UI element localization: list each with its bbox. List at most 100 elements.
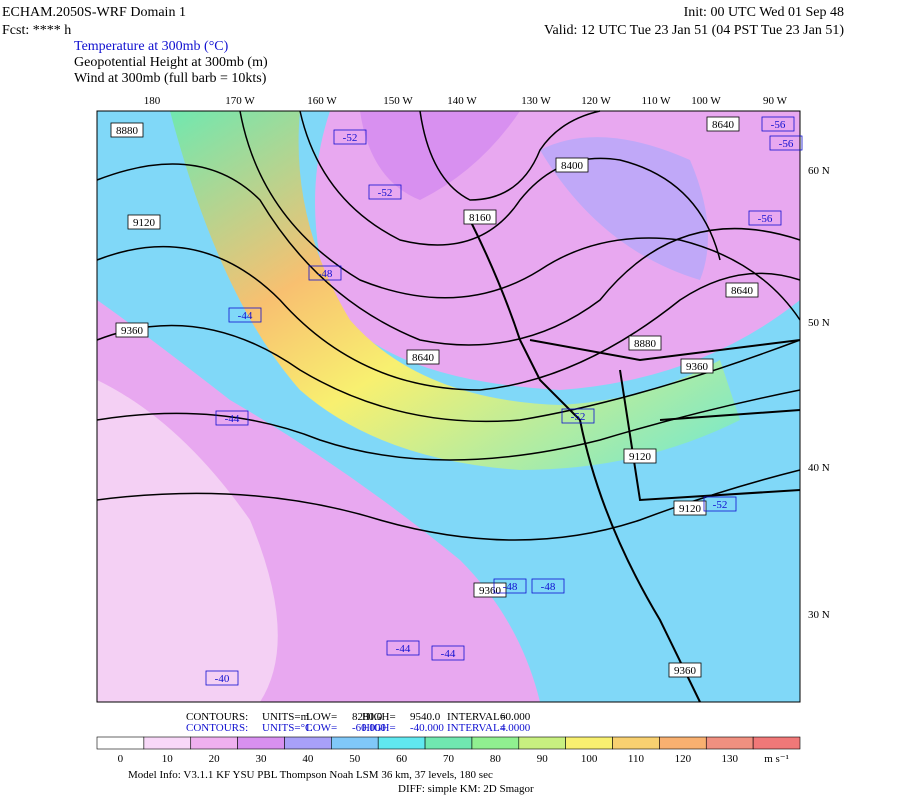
longitude-label: 170 W — [225, 95, 255, 107]
colorbar-swatch — [424, 736, 473, 750]
contour-info: CONTOURS: — [186, 711, 248, 723]
colorbar-tick-label: 120 — [675, 753, 692, 765]
contour-label-box — [493, 578, 527, 594]
init-time: Init: 00 UTC Wed 01 Sep 48 — [684, 5, 844, 20]
contour-label: -56 — [758, 213, 773, 225]
contour-label: 8400 — [561, 160, 584, 172]
contour-label-box — [673, 500, 707, 516]
contour-info: 9540.0 — [410, 711, 441, 723]
colorbar-tick-label: 40 — [302, 753, 314, 765]
contour-info: LOW= — [306, 711, 337, 723]
contour-label: 9360 — [686, 361, 709, 373]
field-name: Wind at 300mb (full barb = 10kts) — [74, 71, 267, 86]
latitude-label: 60 N — [808, 165, 830, 177]
contour-label: 8880 — [634, 338, 657, 350]
contour-info: -40.000 — [410, 722, 444, 734]
contour-label: -44 — [396, 643, 411, 655]
contour-label-box — [668, 662, 702, 678]
field-shade — [360, 111, 520, 200]
latitude-label: 50 N — [808, 317, 830, 329]
contour-label: -44 — [225, 413, 240, 425]
longitude-label: 100 W — [691, 95, 721, 107]
colorbar-swatch — [190, 736, 238, 750]
colorbar-tick-label: 0 — [118, 753, 124, 765]
contour-label-box — [463, 209, 497, 225]
contour-label: -52 — [343, 132, 358, 144]
model-info: Model Info: V3.1.1 KF YSU PBL Thompson N… — [128, 769, 493, 781]
longitude-label: 110 W — [641, 95, 671, 107]
contour-label: -56 — [771, 119, 786, 131]
contour-label: 9360 — [121, 325, 144, 337]
field-name: Geopotential Height at 300mb (m) — [74, 55, 268, 70]
colorbar-tick-label: 90 — [537, 753, 549, 765]
contour-info: LOW= — [306, 722, 337, 734]
contour-label: -52 — [713, 499, 728, 511]
longitude-label: 90 W — [763, 95, 788, 107]
contour-label-box — [215, 410, 249, 426]
colorbar-swatch — [237, 736, 285, 750]
contour-label: -40 — [215, 673, 230, 685]
colorbar-tick-label: 130 — [721, 753, 738, 765]
jet-stream — [170, 111, 740, 470]
contour-label: -48 — [541, 581, 556, 593]
contour-label-box — [308, 265, 342, 281]
colorbar-tick-label: 70 — [443, 753, 455, 765]
contour-label: -52 — [378, 187, 393, 199]
contour-label-box — [703, 496, 737, 512]
contour-label: -48 — [503, 581, 518, 593]
height-contours — [96, 110, 801, 541]
field-shade — [97, 380, 278, 702]
colorbar-swatch — [284, 736, 332, 750]
colorbar-tick-label: 60 — [396, 753, 408, 765]
contour-info: -60.000 — [352, 722, 386, 734]
longitude-label: 150 W — [383, 95, 413, 107]
colorbar-swatch — [471, 736, 520, 750]
colorbar-swatch — [612, 736, 660, 750]
contour-label: -44 — [238, 310, 253, 322]
contour-label-box — [561, 408, 595, 424]
map-frame — [96, 110, 801, 703]
longitude-label: 130 W — [521, 95, 551, 107]
contour-info: HIGH= — [362, 711, 396, 723]
colorbar-swatch — [143, 736, 192, 750]
contour-label-box — [706, 116, 740, 132]
contour-info: UNITS=m — [262, 711, 310, 723]
contour-label: -56 — [779, 138, 794, 150]
contour-label-box — [725, 282, 759, 298]
colorbar-swatch — [96, 736, 145, 750]
field-name: Temperature at 300mb (°C) — [74, 39, 229, 54]
contour-info: INTERVAL= — [447, 722, 506, 734]
latitude-label: 40 N — [808, 462, 830, 474]
contour-info: INTERVAL= — [447, 711, 506, 723]
colorbar-tick-label: 20 — [209, 753, 221, 765]
colorbar-unit: m s⁻¹ — [764, 753, 789, 765]
contour-label-box — [386, 640, 420, 656]
contour-label-box — [761, 116, 795, 132]
contour-label: 9120 — [679, 503, 702, 515]
diff-info: DIFF: simple KM: 2D Smagor — [398, 783, 534, 795]
longitude-label: 140 W — [447, 95, 477, 107]
contour-info: 4.0000 — [500, 722, 531, 734]
contour-label-box — [205, 670, 239, 686]
colorbar: 0 10 20 30 40 50 60 70 80 90 100 110 120 130 m s⁻¹ — [96, 736, 801, 765]
contour-label: 9360 — [674, 665, 697, 677]
contour-label-box — [115, 322, 149, 338]
contour-label: -52 — [571, 411, 586, 423]
contour-label-box — [333, 129, 367, 145]
contour-label: -44 — [441, 648, 456, 660]
colorbar-swatch — [752, 736, 801, 750]
forecast: Fcst: **** h — [2, 23, 71, 38]
latitude-label: 30 N — [808, 609, 830, 621]
colorbar-tick-label: 110 — [628, 753, 645, 765]
colorbar-swatch — [705, 736, 754, 750]
contour-label-box — [680, 358, 714, 374]
colorbar-tick-label: 30 — [256, 753, 268, 765]
contour-label: 8640 — [712, 119, 735, 131]
colorbar-tick-label: 10 — [162, 753, 174, 765]
contour-label: 9120 — [629, 451, 652, 463]
coastlines — [469, 219, 801, 703]
valid-time: Valid: 12 UTC Tue 23 Jan 51 (04 PST Tue … — [544, 23, 844, 38]
contour-label-box — [127, 214, 161, 230]
